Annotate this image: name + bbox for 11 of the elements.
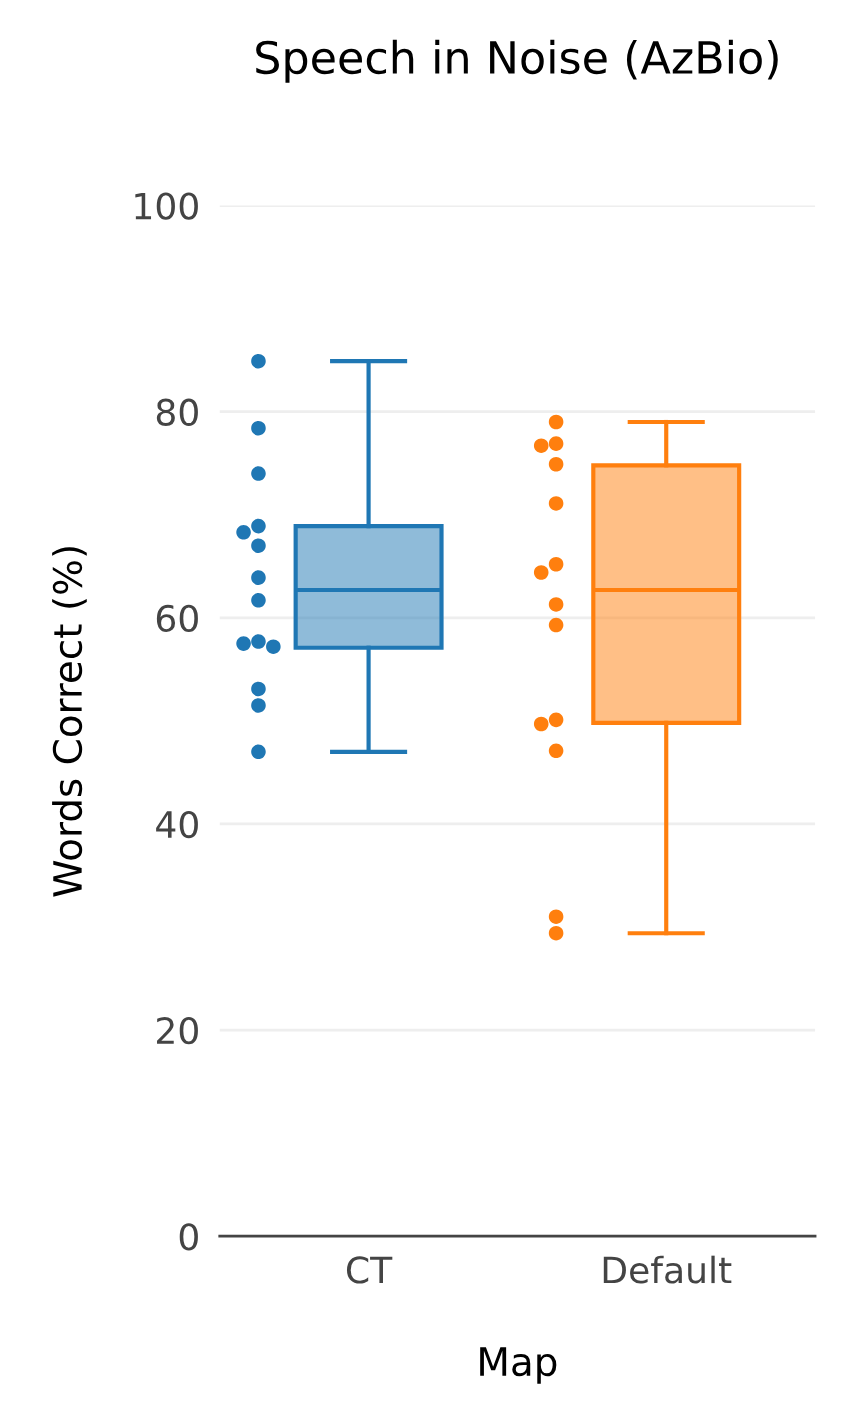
y-tick-label: 80: [156, 398, 198, 426]
y-tick-label: 100: [135, 192, 198, 220]
y-axis-title: Words Correct (%): [52, 547, 87, 897]
y-tick-label: 20: [157, 1017, 198, 1045]
x-tick-label: Default: [603, 1255, 732, 1284]
x-tick-label: CT: [346, 1256, 393, 1284]
chart-title: Speech in Noise (AzBio): [256, 39, 778, 83]
y-tick-label: 40: [156, 810, 198, 839]
y-tick-label: 0: [179, 1223, 198, 1251]
x-axis-title: Map: [480, 1347, 557, 1384]
y-tick-label: 60: [156, 604, 198, 633]
